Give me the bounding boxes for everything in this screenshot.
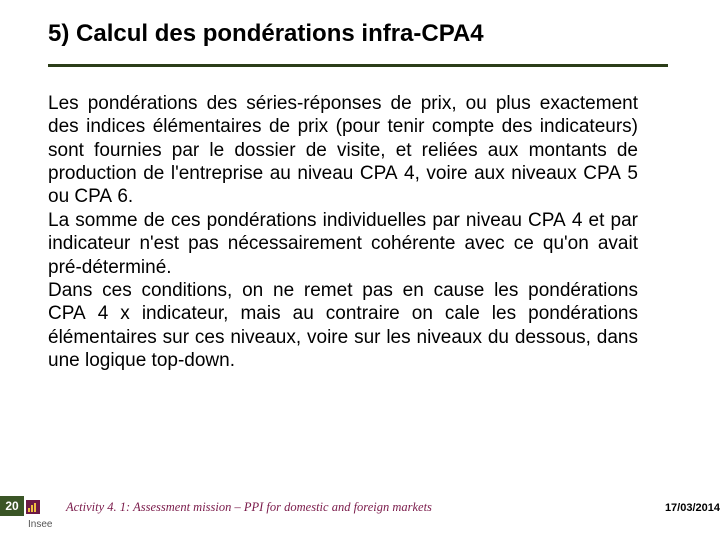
activity-footer-text: Activity 4. 1: Assessment mission – PPI … xyxy=(66,500,432,515)
page-number-badge: 20 xyxy=(0,496,24,516)
body-text: Les pondérations des séries-réponses de … xyxy=(48,92,638,372)
paragraph-2: La somme de ces pondérations individuell… xyxy=(48,209,638,279)
title-underline xyxy=(48,64,668,67)
paragraph-1: Les pondérations des séries-réponses de … xyxy=(48,92,638,209)
slide: 5) Calcul des pondérations infra-CPA4 Le… xyxy=(0,0,720,540)
slide-title: 5) Calcul des pondérations infra-CPA4 xyxy=(48,20,484,48)
insee-logo-text: Insee xyxy=(28,519,52,530)
footer: 20 Insee Activity 4. 1: Assessment missi… xyxy=(0,494,720,516)
paragraph-3: Dans ces conditions, on ne remet pas en … xyxy=(48,279,638,372)
insee-logo: Insee xyxy=(26,498,62,516)
footer-date: 17/03/2014 xyxy=(665,502,720,514)
insee-logo-icon xyxy=(26,500,40,514)
